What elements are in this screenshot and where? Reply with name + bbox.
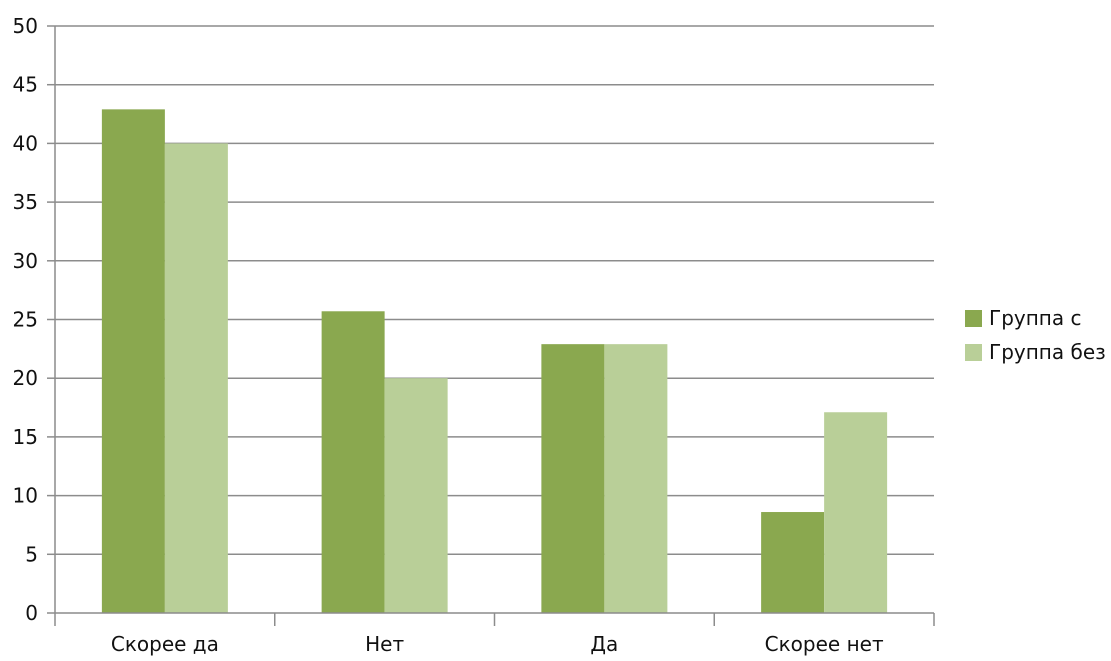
legend-swatch [965, 310, 982, 327]
bar-group-bez [824, 412, 888, 613]
x-tick-label: Скорее да [111, 632, 219, 656]
legend-label: Группа с [989, 306, 1082, 330]
bar-group-bez [384, 378, 448, 613]
bar-group-bez [164, 143, 228, 613]
y-tick-label: 10 [13, 484, 38, 508]
x-tick-label: Скорее нет [765, 632, 884, 656]
bar-group-bez [604, 344, 668, 613]
x-tick-label: Нет [365, 632, 404, 656]
legend-swatch [965, 344, 982, 361]
bars [101, 109, 888, 613]
y-tick-label: 0 [25, 601, 38, 625]
axes: 0 5 10 15 20 25 30 35 40 45 50 Скорее да Нет Да Скорее… [13, 14, 935, 656]
y-tick-label: 20 [13, 366, 38, 390]
y-tick-label: 40 [13, 131, 38, 155]
y-tick-label: 50 [13, 14, 38, 38]
bar-group-s [321, 311, 385, 613]
legend: Группа с Группа без [965, 306, 1106, 364]
bar-group-s [761, 512, 825, 613]
legend-label: Группа без [989, 340, 1106, 364]
y-tick-label: 5 [25, 542, 38, 566]
y-tick-label: 15 [13, 425, 38, 449]
y-tick-label: 35 [13, 190, 38, 214]
y-tick-label: 25 [13, 308, 38, 332]
bar-group-s [541, 344, 605, 613]
y-tick-label: 30 [13, 249, 38, 273]
y-tick-label: 45 [13, 73, 38, 97]
bar-group-s [101, 109, 165, 613]
x-tick-label: Да [590, 632, 618, 656]
